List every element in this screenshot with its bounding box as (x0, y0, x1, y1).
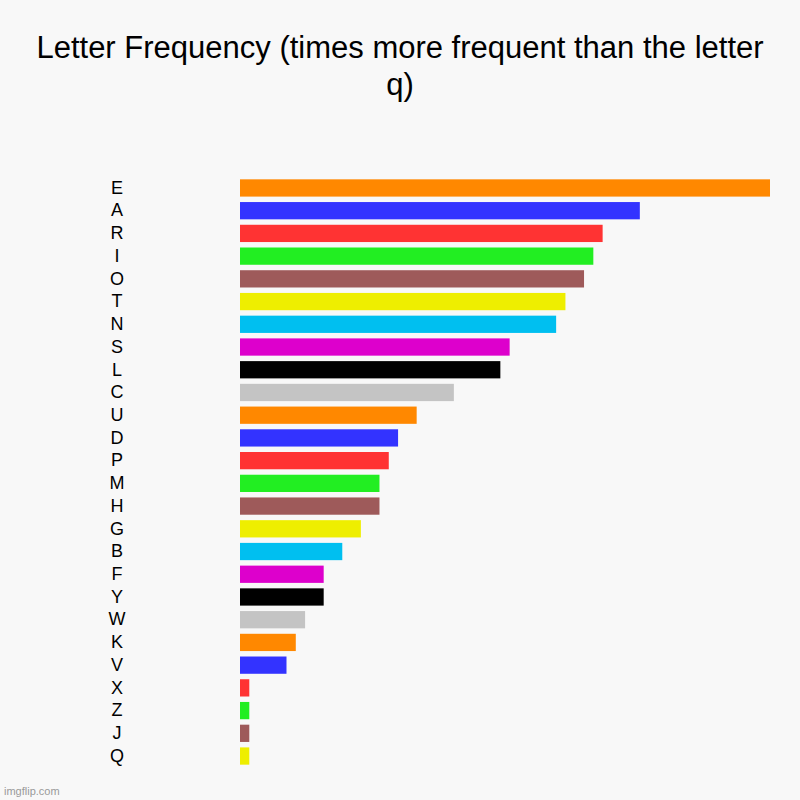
tick-label: F (112, 564, 123, 584)
tick-label: U (111, 405, 124, 425)
y-tick: Y (111, 587, 123, 607)
y-tick: G (110, 519, 124, 539)
tick-label: V (111, 655, 123, 675)
tick-label: R (111, 223, 124, 243)
y-tick: B (111, 541, 123, 561)
tick-label: D (111, 428, 124, 448)
tick-label: N (111, 314, 124, 334)
bar (240, 725, 249, 742)
y-tick: F (112, 564, 123, 584)
y-tick: V (111, 655, 123, 675)
bar (240, 634, 296, 651)
tick-label: T (112, 291, 123, 311)
tick-label: O (110, 269, 124, 289)
y-tick: S (111, 337, 123, 357)
y-tick: U (111, 405, 124, 425)
tick-label: A (111, 200, 123, 220)
y-tick: Q (110, 746, 124, 766)
y-tick: I (114, 246, 119, 266)
bar (240, 316, 556, 333)
bar (240, 384, 454, 401)
tick-label: M (110, 473, 125, 493)
tick-label: Y (111, 587, 123, 607)
title: Letter Frequency (times more frequent th… (36, 30, 763, 102)
tick-label: J (113, 723, 122, 743)
tick-label: X (111, 678, 123, 698)
y-tick: J (113, 723, 122, 743)
bar (240, 520, 361, 537)
y-tick: D (111, 428, 124, 448)
bar (240, 338, 510, 355)
y-tick: H (111, 496, 124, 516)
bar (240, 679, 249, 696)
bar (240, 588, 324, 605)
tick-label: C (111, 382, 124, 402)
bar (240, 225, 603, 242)
tick-label: B (111, 541, 123, 561)
tick-label: W (109, 609, 126, 629)
bar (240, 270, 584, 287)
tick-label: E (111, 178, 123, 198)
tick-label: I (114, 246, 119, 266)
bar (240, 566, 324, 583)
bar (240, 293, 565, 310)
bar (240, 407, 417, 424)
bar (240, 429, 398, 446)
y-tick: W (109, 609, 126, 629)
y-tick: P (111, 450, 123, 470)
y-tick: Z (112, 700, 123, 720)
y-tick: R (111, 223, 124, 243)
bar (240, 543, 342, 560)
tick-label: L (112, 360, 122, 380)
bar (240, 452, 389, 469)
tick-label: H (111, 496, 124, 516)
y-tick: T (112, 291, 123, 311)
bar (240, 475, 379, 492)
bar (240, 702, 249, 719)
bar (240, 361, 500, 378)
bar (240, 247, 593, 264)
bar (240, 179, 770, 196)
tick-label: S (111, 337, 123, 357)
y-axis: EARIOTNSLCUDPMHGBFYWKVXZJQ (109, 178, 126, 766)
bar (240, 497, 379, 514)
chart: Letter Frequency (times more frequent th… (0, 0, 800, 800)
y-tick: E (111, 178, 123, 198)
bar (240, 657, 286, 674)
bar (240, 747, 249, 764)
y-tick: M (110, 473, 125, 493)
bar (240, 202, 640, 219)
y-tick: A (111, 200, 123, 220)
y-tick: C (111, 382, 124, 402)
tick-label: P (111, 450, 123, 470)
y-tick: K (111, 632, 123, 652)
y-tick: X (111, 678, 123, 698)
y-tick: N (111, 314, 124, 334)
bar (240, 611, 305, 628)
y-tick: L (112, 360, 122, 380)
tick-label: Z (112, 700, 123, 720)
y-tick: O (110, 269, 124, 289)
background (0, 0, 800, 800)
watermark: imgflip.com (4, 785, 60, 797)
bars (240, 179, 770, 764)
tick-label: G (110, 519, 124, 539)
tick-label: K (111, 632, 123, 652)
tick-label: Q (110, 746, 124, 766)
